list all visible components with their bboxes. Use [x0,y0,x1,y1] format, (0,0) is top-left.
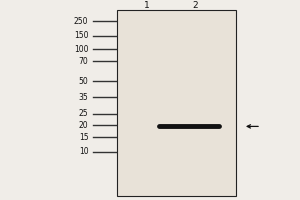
Text: 2: 2 [192,1,198,10]
Text: 250: 250 [74,17,88,25]
Text: 15: 15 [79,132,88,142]
Text: 25: 25 [79,110,88,118]
Text: 150: 150 [74,31,88,40]
Text: 20: 20 [79,120,88,130]
Text: 70: 70 [79,56,88,66]
Text: 1: 1 [144,1,150,10]
Text: 100: 100 [74,45,88,53]
Text: 35: 35 [79,92,88,102]
Text: 10: 10 [79,148,88,156]
Text: 50: 50 [79,76,88,86]
